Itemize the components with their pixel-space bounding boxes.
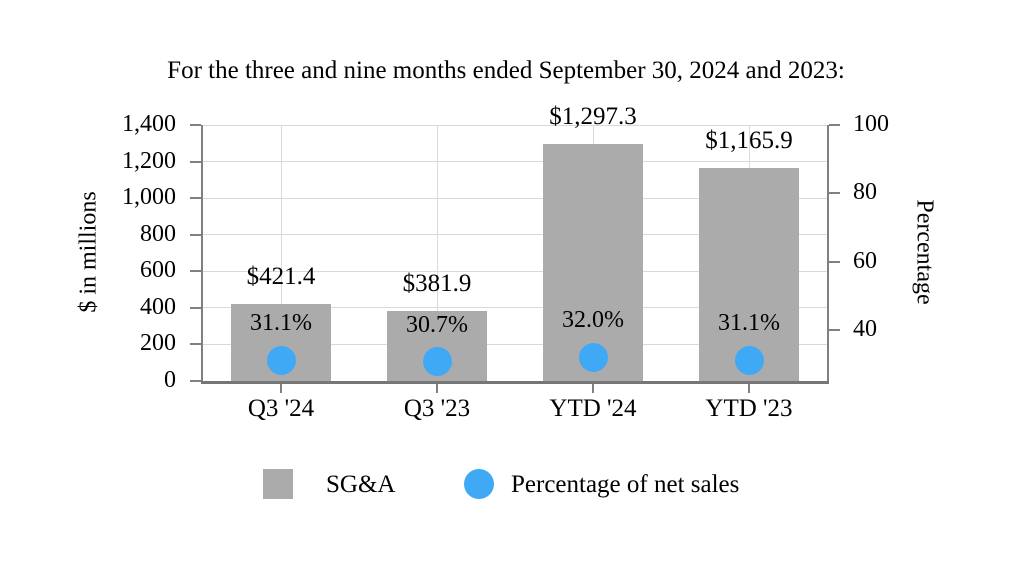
- percent-value-label: 32.0%: [562, 307, 624, 334]
- y-axis-tick-label: 0: [164, 367, 176, 393]
- y-axis-tick-label: 800: [140, 220, 176, 247]
- category-label: YTD '24: [549, 395, 637, 422]
- percent-value-label: 31.1%: [718, 310, 780, 337]
- x-axis-tick: [436, 384, 438, 393]
- y-axis-tick: [190, 380, 201, 382]
- secondary-y-axis-tick-label: 40: [853, 315, 877, 342]
- net-sales-dot: [422, 347, 452, 377]
- net-sales-dot: [266, 345, 296, 375]
- y-axis-tick: [190, 306, 201, 309]
- sga-bar: [699, 167, 799, 381]
- legend-label-sga: SG&A: [326, 471, 396, 498]
- secondary-y-axis-tick-label: 80: [853, 179, 877, 206]
- v-gridline: [280, 125, 282, 381]
- chart-title: For the three and nine months ended Sept…: [167, 57, 845, 84]
- v-gridline: [436, 125, 438, 381]
- h-gridline: [203, 197, 827, 199]
- x-axis-line: [201, 381, 829, 384]
- plot-area: 0 200 400 600 800 1,000 1,200 1,400 40 60 80 100 $42…: [122, 103, 889, 422]
- bar-value-label: $381.9: [402, 270, 472, 298]
- secondary-y-axis-tick-label: 60: [853, 247, 877, 274]
- x-axis-tick: [748, 384, 750, 393]
- legend-swatch-sga-square: [263, 469, 293, 499]
- category-label: Q3 '23: [403, 395, 471, 422]
- y-axis-tick-label: 200: [140, 330, 176, 357]
- h-gridline: [203, 307, 827, 309]
- x-axis-tick: [592, 384, 594, 393]
- y-axis-tick: [190, 160, 201, 163]
- y-axis-tick-label: 600: [140, 257, 176, 284]
- bar-value-label: $421.4: [246, 262, 316, 290]
- h-gridline: [203, 343, 827, 345]
- y-axis-tick: [190, 270, 201, 273]
- y-axis-tick-label: 1,000: [122, 184, 176, 211]
- secondary-y-axis-tick-label: 100: [853, 111, 889, 137]
- net-sales-dot: [734, 345, 764, 375]
- secondary-y-axis-tick: [829, 260, 840, 263]
- secondary-y-axis-tick: [829, 192, 840, 195]
- y-axis-tick: [190, 343, 201, 346]
- h-gridline: [203, 161, 827, 163]
- y-axis-tick-label: 1,400: [122, 111, 176, 137]
- sga-bar: [543, 143, 643, 381]
- h-gridline: [203, 270, 827, 272]
- legend-swatch-percentage-circle: [464, 469, 494, 499]
- x-axis-tick: [280, 384, 282, 393]
- net-sales-dot: [578, 342, 608, 372]
- bar-value-label: $1,165.9: [705, 126, 793, 154]
- h-gridline: [203, 234, 827, 236]
- y-axis-tick: [190, 124, 201, 126]
- secondary-y-axis-tick: [829, 328, 840, 331]
- y-axis-tick: [190, 233, 201, 236]
- y-axis-tick-label: 400: [140, 293, 176, 320]
- secondary-y-axis-tick: [829, 124, 840, 126]
- category-label: Q3 '24: [247, 395, 315, 422]
- y-axis-tick: [190, 197, 201, 200]
- bar-value-label: $1,297.3: [549, 102, 637, 130]
- secondary-y-axis-line: [827, 125, 829, 381]
- legend-label-percentage: Percentage of net sales: [511, 471, 740, 498]
- h-gridline: [203, 124, 827, 126]
- y-axis-tick-label: 1,200: [122, 147, 176, 174]
- percent-value-label: 31.1%: [250, 310, 312, 337]
- y-axis-line: [201, 125, 203, 381]
- percent-value-label: 30.7%: [406, 311, 468, 338]
- category-label: YTD '23: [705, 395, 793, 422]
